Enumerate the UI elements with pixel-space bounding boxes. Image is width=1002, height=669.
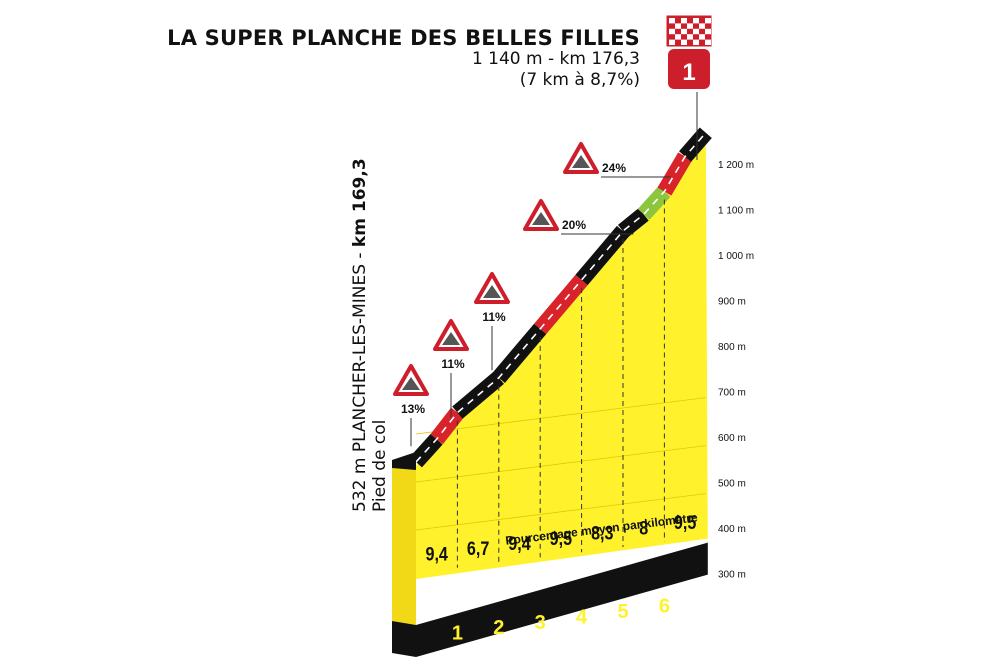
- profile-side-face: [392, 463, 416, 625]
- gradient-warning-sign: 13%: [393, 364, 429, 447]
- flag-square: [705, 18, 711, 24]
- start-km: km 169,3: [350, 158, 370, 248]
- flag-square: [705, 28, 711, 35]
- flag-square: [693, 28, 699, 35]
- flag-square: [681, 28, 687, 35]
- category-label: 1: [682, 59, 695, 86]
- checkered-flag-icon: [666, 15, 712, 47]
- km-label: 2: [493, 617, 504, 639]
- flag-square: [699, 34, 705, 40]
- max-gradient-label: 20%: [562, 218, 586, 232]
- flag-square: [675, 23, 681, 29]
- y-tick-label: 600 m: [718, 433, 746, 444]
- road-centerline: [415, 132, 707, 463]
- flag-square: [681, 39, 687, 45]
- altitude-gridline: [415, 445, 706, 483]
- profile-area: [416, 136, 708, 579]
- flag-square: [693, 18, 699, 24]
- km-label: 6: [659, 596, 670, 618]
- road-segment: [657, 152, 692, 196]
- slope-icon: [532, 212, 550, 225]
- altitude-gridline: [415, 493, 706, 531]
- km-label: 3: [535, 612, 546, 634]
- slope-icon: [402, 377, 420, 390]
- summit-name: LA SUPER PLANCHE DES BELLES FILLES: [167, 26, 640, 50]
- km-gradient-value: 9,4: [508, 533, 531, 555]
- km-gradient-value: 9,5: [550, 528, 573, 550]
- road-start-cap: [392, 451, 416, 470]
- slope-icon: [572, 155, 590, 168]
- flag-square: [705, 39, 711, 45]
- flag-square: [681, 18, 687, 24]
- y-tick-label: 900 m: [718, 297, 746, 308]
- max-gradient-label: 13%: [401, 402, 425, 416]
- gradient-warning-sign: 20%: [523, 199, 634, 235]
- y-tick-label: 1 200 m: [718, 160, 754, 171]
- gradient-warning-sign: 11%: [474, 272, 510, 371]
- km-label: 5: [617, 601, 628, 623]
- y-tick-label: 800 m: [718, 342, 746, 353]
- slope-icon: [483, 285, 501, 298]
- y-tick-label: 300 m: [718, 570, 746, 581]
- flag-square: [693, 39, 699, 45]
- slope-icon: [442, 332, 460, 345]
- category-badge: [668, 49, 710, 89]
- gradient-warning-sign: 11%: [433, 319, 469, 418]
- start-altitude-name: 532 m PLANCHER-LES-MINES -: [350, 247, 370, 512]
- gradient-warning-sign: 24%: [563, 142, 671, 178]
- max-gradient-label: 11%: [482, 310, 506, 324]
- km-gradient-value: 9,5: [674, 512, 697, 534]
- y-tick-label: 500 m: [718, 479, 746, 490]
- km-label: 1: [452, 623, 463, 645]
- y-tick-label: 1 000 m: [718, 251, 754, 262]
- max-gradient-label: 11%: [441, 357, 465, 371]
- flag-square: [675, 34, 681, 40]
- max-gradient-label: 24%: [602, 161, 626, 175]
- y-tick-label: 700 m: [718, 388, 746, 399]
- profile-base: [392, 542, 708, 657]
- start-label: 532 m PLANCHER-LES-MINES - km 169,3 Pied…: [350, 158, 390, 512]
- flag-square: [669, 28, 675, 35]
- km-gradient-value: 6,7: [467, 538, 490, 560]
- km-gradient-value: 9,4: [425, 543, 448, 565]
- flag-square: [699, 23, 705, 29]
- flag-square: [687, 23, 693, 29]
- altitude-gridline: [415, 397, 706, 435]
- km-gradient-value: 8,3: [591, 522, 614, 544]
- km-label: 4: [576, 606, 588, 628]
- flag-square: [687, 34, 693, 40]
- climb-stats: (7 km à 8,7%): [519, 70, 640, 90]
- y-tick-label: 400 m: [718, 524, 746, 535]
- km-gradient-value: 8: [639, 517, 648, 539]
- summit-altitude: 1 140 m - km 176,3: [471, 49, 640, 69]
- y-tick-label: 1 100 m: [718, 206, 754, 217]
- start-note: Pied de col: [370, 419, 390, 512]
- flag-square: [669, 18, 675, 24]
- flag-square: [669, 39, 675, 45]
